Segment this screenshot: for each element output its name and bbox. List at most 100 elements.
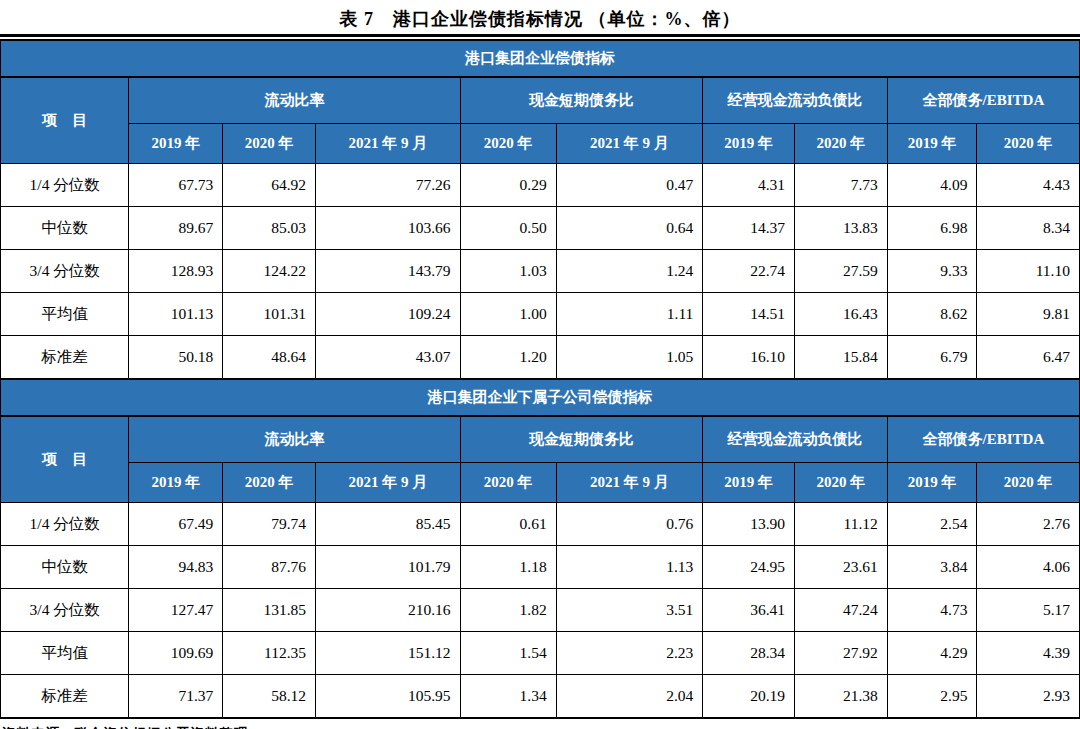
cell-value: 2.54 [887, 503, 977, 546]
column-group-header: 经营现金流动负债比 [703, 416, 887, 463]
cell-value: 2.95 [887, 675, 977, 719]
cell-value: 4.43 [977, 164, 1080, 207]
cell-value: 112.35 [223, 632, 316, 675]
column-year-row: 2019 年2020 年2021 年 9 月2020 年2021 年 9 月20… [1, 463, 1080, 503]
cell-value: 1.13 [556, 546, 703, 589]
row-label: 平均值 [1, 632, 129, 675]
row-label: 标准差 [1, 336, 129, 380]
cell-value: 2.04 [556, 675, 703, 719]
section-band-row: 港口集团企业下属子公司偿债指标 [1, 379, 1080, 416]
section-title: 港口集团企业下属子公司偿债指标 [1, 379, 1080, 416]
cell-value: 85.45 [316, 503, 461, 546]
cell-value: 67.49 [129, 503, 223, 546]
row-label: 平均值 [1, 293, 129, 336]
cell-value: 9.33 [887, 250, 977, 293]
cell-value: 0.47 [556, 164, 703, 207]
cell-value: 101.31 [223, 293, 316, 336]
cell-value: 151.12 [316, 632, 461, 675]
table-row: 中位数94.8387.76101.791.181.1324.9523.613.8… [1, 546, 1080, 589]
cell-value: 2.76 [977, 503, 1080, 546]
column-year-row: 2019 年2020 年2021 年 9 月2020 年2021 年 9 月20… [1, 124, 1080, 164]
table-row: 中位数89.6785.03103.660.500.6414.3713.836.9… [1, 207, 1080, 250]
cell-value: 11.10 [977, 250, 1080, 293]
column-year-header: 2019 年 [887, 463, 977, 503]
cell-value: 14.37 [703, 207, 795, 250]
row-label: 1/4 分位数 [1, 503, 129, 546]
cell-value: 1.34 [460, 675, 556, 719]
cell-value: 109.69 [129, 632, 223, 675]
cell-value: 0.64 [556, 207, 703, 250]
cell-value: 4.31 [703, 164, 795, 207]
table-row: 平均值101.13101.31109.241.001.1114.5116.438… [1, 293, 1080, 336]
cell-value: 16.43 [795, 293, 888, 336]
table-row: 3/4 分位数127.47131.85210.161.823.5136.4147… [1, 589, 1080, 632]
cell-value: 11.12 [795, 503, 888, 546]
item-column-header: 项 目 [1, 77, 129, 164]
cell-value: 0.50 [460, 207, 556, 250]
cell-value: 1.18 [460, 546, 556, 589]
table-row: 1/4 分位数67.7364.9277.260.290.474.317.734.… [1, 164, 1080, 207]
column-group-header: 全部债务/EBITDA [887, 416, 1079, 463]
cell-value: 128.93 [129, 250, 223, 293]
cell-value: 85.03 [223, 207, 316, 250]
column-group-header: 经营现金流动负债比 [703, 77, 887, 124]
column-group-header: 全部债务/EBITDA [887, 77, 1079, 124]
cell-value: 105.95 [316, 675, 461, 719]
cell-value: 210.16 [316, 589, 461, 632]
table-row: 平均值109.69112.35151.121.542.2328.3427.924… [1, 632, 1080, 675]
cell-value: 47.24 [795, 589, 888, 632]
cell-value: 6.79 [887, 336, 977, 380]
cell-value: 4.39 [977, 632, 1080, 675]
cell-value: 2.23 [556, 632, 703, 675]
cell-value: 13.83 [795, 207, 888, 250]
column-year-header: 2020 年 [460, 124, 556, 164]
cell-value: 3.51 [556, 589, 703, 632]
cell-value: 27.92 [795, 632, 888, 675]
cell-value: 50.18 [129, 336, 223, 380]
cell-value: 77.26 [316, 164, 461, 207]
cell-value: 6.98 [887, 207, 977, 250]
cell-value: 0.29 [460, 164, 556, 207]
cell-value: 4.09 [887, 164, 977, 207]
cell-value: 3.84 [887, 546, 977, 589]
table-top-rule [0, 34, 1080, 37]
cell-value: 124.22 [223, 250, 316, 293]
cell-value: 0.76 [556, 503, 703, 546]
cell-value: 58.12 [223, 675, 316, 719]
cell-value: 1.11 [556, 293, 703, 336]
section-band-row: 港口集团企业偿债指标 [1, 40, 1080, 77]
column-year-header: 2020 年 [977, 124, 1080, 164]
cell-value: 1.82 [460, 589, 556, 632]
debt-indicator-table: 港口集团企业偿债指标项 目流动比率现金短期债务比经营现金流动负债比全部债务/EB… [0, 39, 1080, 719]
cell-value: 1.00 [460, 293, 556, 336]
cell-value: 28.34 [703, 632, 795, 675]
cell-value: 9.81 [977, 293, 1080, 336]
row-label: 1/4 分位数 [1, 164, 129, 207]
cell-value: 43.07 [316, 336, 461, 380]
cell-value: 131.85 [223, 589, 316, 632]
cell-value: 4.06 [977, 546, 1080, 589]
column-group-header: 流动比率 [129, 416, 460, 463]
source-note: 资料来源：联合资信根据公开资料整理 [0, 719, 1080, 729]
cell-value: 143.79 [316, 250, 461, 293]
cell-value: 94.83 [129, 546, 223, 589]
cell-value: 67.73 [129, 164, 223, 207]
cell-value: 1.05 [556, 336, 703, 380]
column-group-row: 项 目流动比率现金短期债务比经营现金流动负债比全部债务/EBITDA [1, 77, 1080, 124]
column-year-header: 2021 年 9 月 [316, 124, 461, 164]
cell-value: 101.79 [316, 546, 461, 589]
table-row: 1/4 分位数67.4979.7485.450.610.7613.9011.12… [1, 503, 1080, 546]
cell-value: 36.41 [703, 589, 795, 632]
cell-value: 14.51 [703, 293, 795, 336]
cell-value: 64.92 [223, 164, 316, 207]
cell-value: 6.47 [977, 336, 1080, 380]
column-year-header: 2020 年 [460, 463, 556, 503]
row-label: 3/4 分位数 [1, 589, 129, 632]
cell-value: 2.93 [977, 675, 1080, 719]
row-label: 3/4 分位数 [1, 250, 129, 293]
table-title: 表 7 港口企业偿债指标情况 （单位：%、倍） [0, 0, 1080, 34]
column-group-header: 现金短期债务比 [460, 416, 703, 463]
cell-value: 24.95 [703, 546, 795, 589]
cell-value: 4.73 [887, 589, 977, 632]
column-year-header: 2019 年 [887, 124, 977, 164]
